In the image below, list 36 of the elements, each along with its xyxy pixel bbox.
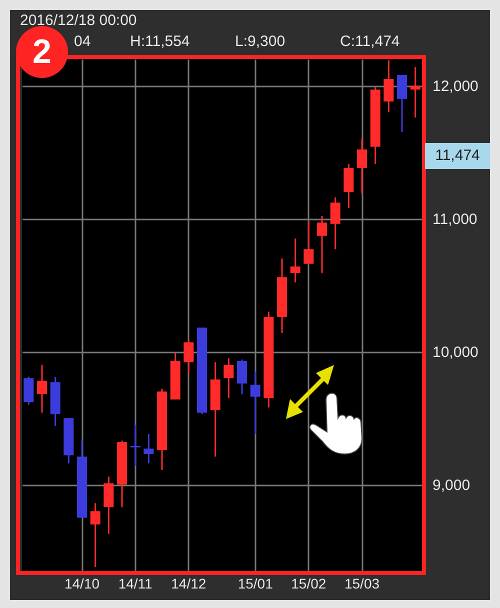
y-tick-label: 11,000 [432, 211, 478, 228]
candlestick [130, 424, 140, 467]
candlestick [330, 196, 340, 250]
candlestick [384, 60, 394, 113]
y-tick-label: 9,000 [432, 477, 470, 494]
x-tick-label: 14/10 [64, 576, 100, 592]
x-tick-label: 15/03 [344, 576, 380, 592]
candlestick [104, 476, 114, 535]
candlestick [144, 433, 154, 464]
candlestick [24, 376, 34, 406]
text: L:9,300 [235, 33, 286, 50]
y-tick-label: 12,000 [432, 78, 478, 96]
candlestick [410, 66, 420, 118]
candlestick [90, 502, 100, 568]
candlestick [237, 358, 247, 395]
text: 04 [74, 33, 91, 50]
candlestick [224, 357, 234, 399]
candlestick [304, 220, 314, 265]
x-tick-label: 15/01 [238, 576, 274, 592]
x-tick-label: 14/11 [118, 576, 153, 592]
text: H:11,554 [130, 33, 190, 50]
x-tick-label: 15/02 [291, 576, 326, 592]
candlestick [184, 338, 194, 374]
candlestick [344, 163, 354, 209]
candlestick [397, 74, 407, 133]
candlestick [290, 238, 300, 284]
text: C:11,474 [340, 33, 400, 50]
candlestick [357, 138, 367, 194]
candlestick [317, 215, 327, 274]
x-tick-label: 14/12 [171, 576, 206, 592]
candlestick [250, 370, 260, 435]
text: 11,474 [425, 143, 490, 169]
candlestick [37, 364, 47, 414]
annotation: 2 [32, 33, 52, 71]
y-tick-label: 10,000 [432, 344, 478, 362]
chart-title: 2016/12/18 00:00 [20, 12, 137, 29]
